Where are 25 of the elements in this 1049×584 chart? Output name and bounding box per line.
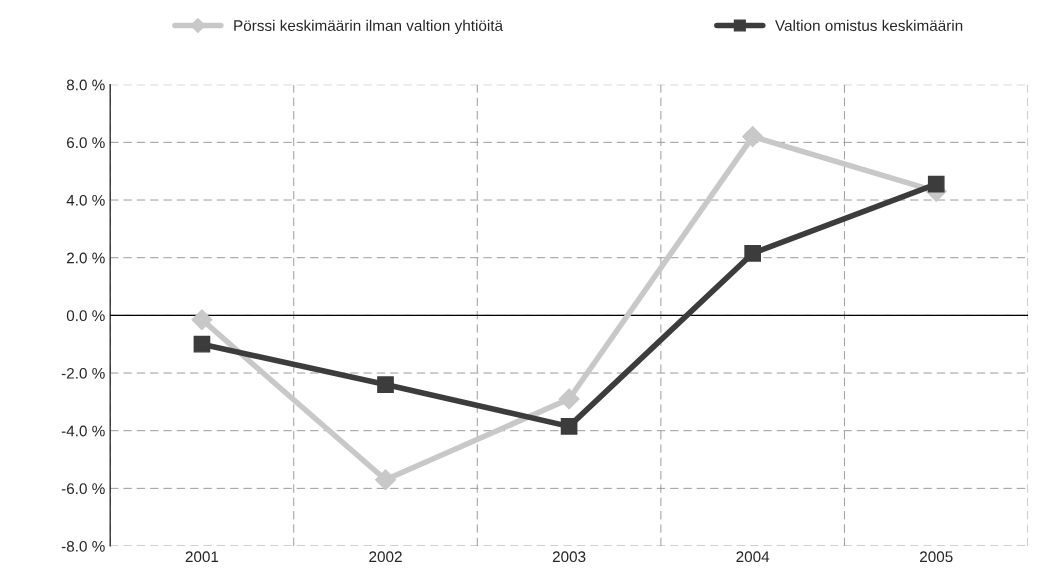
y-tick-label: -8.0 %: [61, 540, 105, 552]
x-tick-label: 2004: [736, 551, 770, 563]
point: [927, 175, 945, 193]
point: [374, 469, 397, 491]
point: [742, 126, 764, 148]
x-tick-label: 2002: [369, 551, 402, 563]
y-tick-label: 0.0 %: [66, 310, 105, 322]
y-tick-label: 2.0 %: [66, 252, 105, 264]
x-tick-label: 2003: [552, 551, 586, 563]
x-tick-label: 2001: [185, 551, 219, 563]
point: [193, 335, 211, 353]
point: [191, 309, 213, 331]
y-tick-label: 4.0 %: [66, 194, 105, 206]
point: [560, 418, 578, 435]
legend-label: Valtion omistus keskimäärin: [775, 19, 963, 31]
point: [377, 376, 394, 393]
y-tick-label: -2.0 %: [61, 367, 105, 379]
y-tick-label: 8.0 %: [66, 79, 105, 91]
y-tick-label: 6.0 %: [66, 137, 105, 149]
point: [744, 245, 761, 262]
y-tick-label: -6.0 %: [61, 483, 105, 495]
point: [558, 388, 580, 410]
x-tick-label: 2005: [920, 551, 953, 563]
y-tick-label: -4.0 %: [61, 425, 105, 437]
legend-label: Pörssi keskimäärin ilman valtion yhtiöitä: [234, 19, 504, 35]
